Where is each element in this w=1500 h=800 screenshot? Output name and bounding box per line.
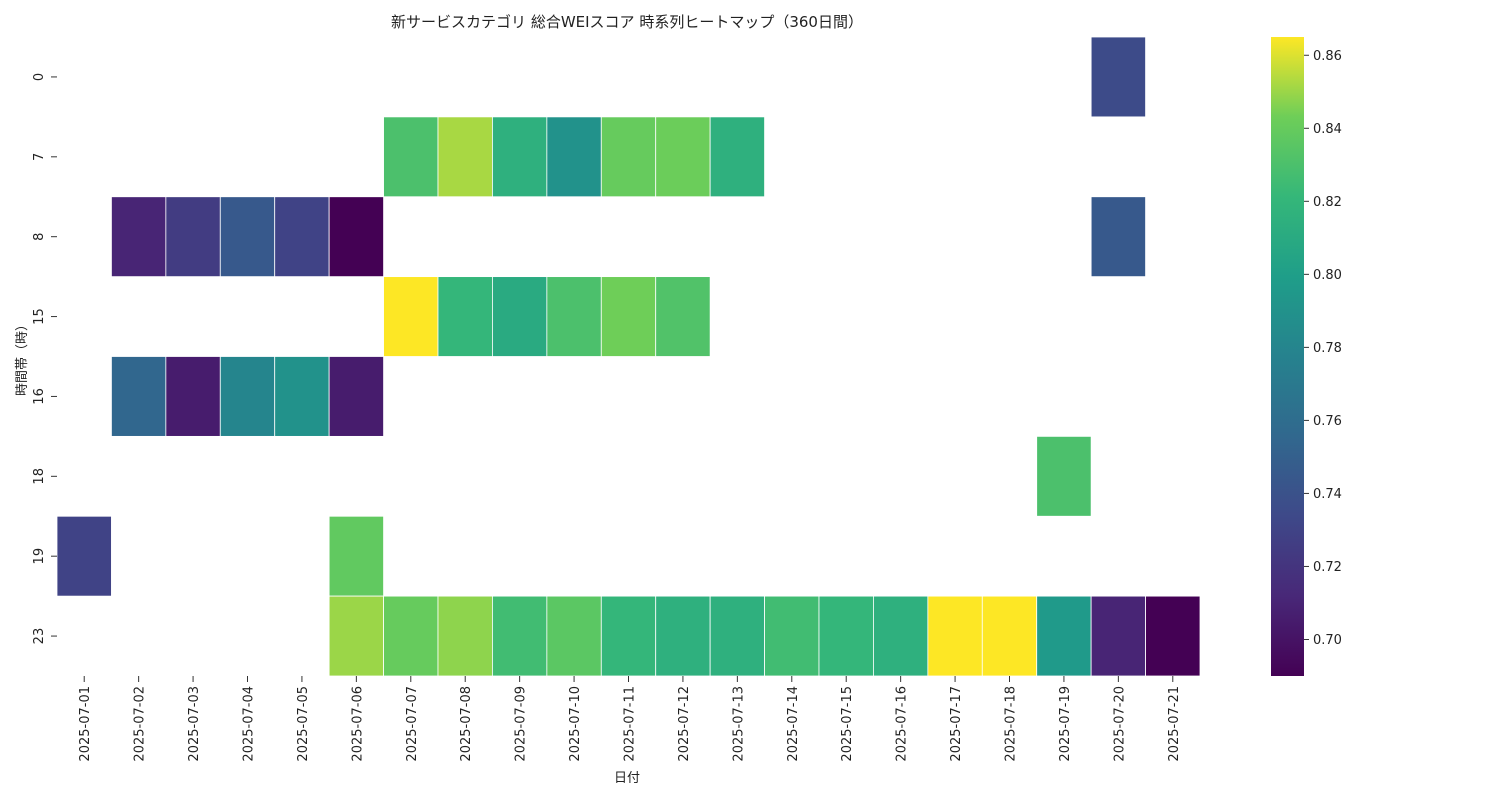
heatmap-cell [328,515,384,597]
heatmap-cell [927,595,983,677]
heatmap-cell [1036,435,1092,517]
heatmap-cell [600,116,657,198]
heatmap-cell [492,595,548,677]
y-tick-label: 16 [32,388,47,405]
x-tick-label: 2025-07-07 [405,686,420,762]
heatmap-cell [655,595,711,677]
heatmap-cell [274,196,330,278]
heatmap-cell [655,276,711,357]
x-tick-label: 2025-07-09 [514,686,529,762]
heatmap-cell [56,515,112,597]
x-tick-label: 2025-07-10 [568,686,583,762]
x-tick-label: 2025-07-19 [1058,686,1073,762]
y-tick-label: 18 [32,468,47,485]
heatmap-cell [546,595,602,677]
colorbar-tick-label: 0.80 [1313,268,1342,283]
heatmap-cell [219,356,276,437]
heatmap-cell [492,116,548,198]
heatmap-cell [1090,36,1146,118]
y-tick-label: 19 [32,548,47,565]
x-tick-label: 2025-07-17 [949,686,964,762]
colorbar-tick-label: 0.86 [1313,49,1342,64]
heatmap-cell [111,356,167,437]
heatmap-cell [546,116,602,198]
heatmap-cell [1036,595,1092,677]
x-tick-label: 2025-07-20 [1112,686,1127,762]
heatmap-cell [709,595,765,677]
heatmap-cell [600,595,657,677]
heatmap-cell [873,595,929,677]
x-tick-label: 2025-07-15 [840,686,855,762]
heatmap-cell [437,276,493,357]
heatmap-cell [165,356,221,437]
heatmap-cell [655,116,711,198]
chart-title: 新サービスカテゴリ 総合WEIスコア 時系列ヒートマップ（360日間） [391,13,863,31]
heatmap-cell [437,116,493,198]
x-tick-label: 2025-07-13 [731,686,746,762]
x-tick-label: 2025-07-02 [133,686,148,762]
colorbar [1271,37,1304,676]
heatmap-cell [328,356,384,437]
heatmap-cell [383,276,439,357]
y-tick-label: 23 [32,628,47,645]
x-axis-label: 日付 [614,771,640,786]
y-tick-label: 8 [32,233,47,241]
heatmap-cell [219,196,276,278]
heatmap-cell [274,356,330,437]
x-tick-label: 2025-07-11 [623,686,638,762]
y-tick-label: 7 [32,153,47,161]
colorbar-tick-label: 0.82 [1313,195,1342,210]
heatmap-cell [165,196,221,278]
x-tick-label: 2025-07-12 [677,686,692,762]
heatmap-cell [328,595,384,677]
y-tick-label: 15 [32,308,47,325]
x-tick-label: 2025-07-21 [1167,686,1182,762]
heatmap-cell [383,116,439,198]
heatmap-cell [328,196,384,278]
y-axis-label: 時間帯（時） [15,318,30,396]
colorbar-tick-label: 0.78 [1313,341,1342,356]
colorbar-tick-label: 0.76 [1313,414,1342,429]
y-axis-ticks: 0 7 8 15 16 18 19 23 [32,73,57,645]
heatmap-cell [1090,595,1146,677]
x-tick-label: 2025-07-03 [187,686,202,762]
x-tick-label: 2025-07-18 [1004,686,1019,762]
heatmap-cell [1145,595,1201,677]
x-axis-ticks: 2025-07-01 2025-07-02 2025-07-03 2025-07-04… [78,676,1182,762]
x-tick-label: 2025-07-04 [242,686,257,762]
x-tick-label: 2025-07-16 [895,686,910,762]
heatmap-cells [56,36,1201,677]
x-tick-label: 2025-07-05 [296,686,311,762]
heatmap-cell [1090,196,1146,278]
x-tick-label: 2025-07-14 [786,686,801,762]
heatmap-cell [764,595,820,677]
heatmap-cell [546,276,602,357]
y-tick-label: 0 [32,73,47,81]
heatmap-cell [492,276,548,357]
heatmap-cell [383,595,439,677]
colorbar-tick-label: 0.84 [1313,122,1342,137]
x-tick-label: 2025-07-08 [459,686,474,762]
heatmap-cell [709,116,765,198]
colorbar-tick-label: 0.74 [1313,487,1342,502]
heatmap-cell [600,276,657,357]
colorbar-tick-label: 0.70 [1313,633,1342,648]
x-tick-label: 2025-07-06 [350,686,365,762]
colorbar-ticks: 0.70 0.72 0.74 0.76 0.78 0.80 0.82 0.84 0.86 [1304,49,1342,648]
colorbar-tick-label: 0.72 [1313,560,1342,575]
x-tick-label: 2025-07-01 [78,686,93,762]
heatmap-cell [818,595,874,677]
heatmap-cell [981,595,1038,677]
heatmap-cell [111,196,167,278]
heatmap-cell [437,595,493,677]
